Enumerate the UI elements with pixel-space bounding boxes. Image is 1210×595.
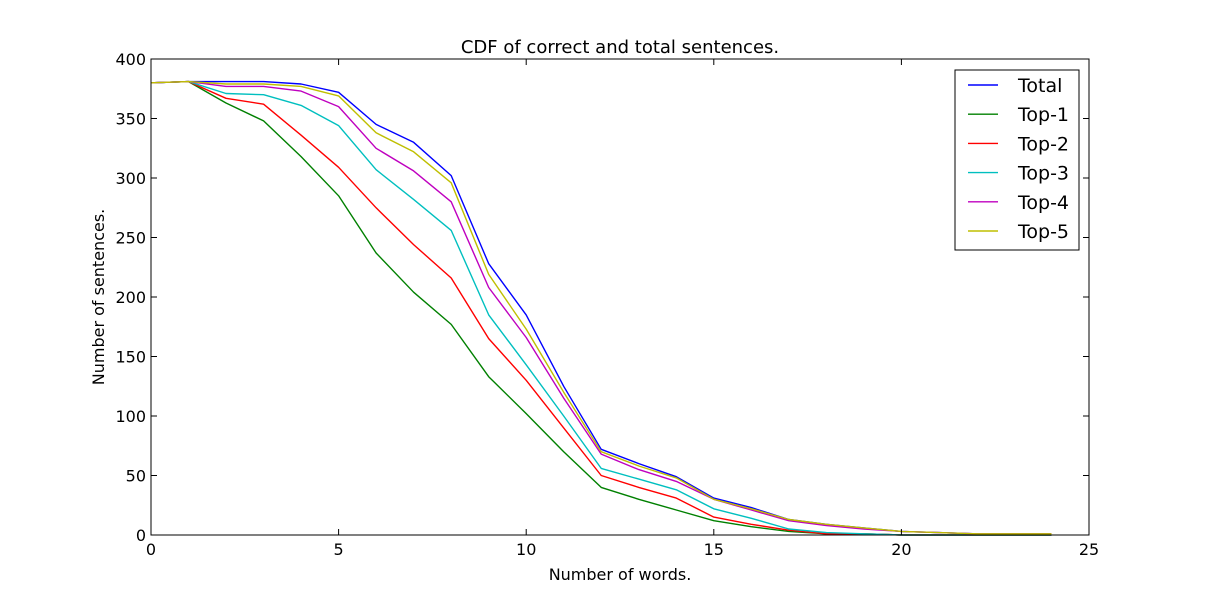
x-tick-label: 15 <box>704 540 724 559</box>
legend-label: Top-4 <box>1017 192 1069 214</box>
chart-title: CDF of correct and total sentences. <box>461 37 779 58</box>
y-tick-label: 200 <box>115 288 146 307</box>
x-tick-label: 20 <box>891 540 911 559</box>
x-tick-label: 10 <box>516 540 536 559</box>
x-axis: 0 5 10 15 20 25 <box>146 59 1099 559</box>
series-line-top-3 <box>150 80 1052 536</box>
legend: Total Top-1 Top-2 Top-3 Top-4 Top-5 <box>954 69 1080 251</box>
y-axis-title: Number of sentences. <box>89 209 108 386</box>
series-line-total <box>150 80 1052 535</box>
x-axis-title: Number of words. <box>549 565 692 584</box>
legend-label: Top-1 <box>1017 104 1069 126</box>
x-tick-label: 0 <box>146 540 156 559</box>
series-line-top-1 <box>150 80 1052 536</box>
y-tick-label: 150 <box>115 348 146 367</box>
legend-box <box>954 69 1080 251</box>
series-line-top-4 <box>150 80 1052 535</box>
y-tick-label: 400 <box>115 50 146 69</box>
x-tick-label: 5 <box>334 540 344 559</box>
y-tick-label: 0 <box>136 526 146 545</box>
y-tick-label: 250 <box>115 229 146 248</box>
x-tick-label: 25 <box>1079 540 1099 559</box>
y-tick-label: 50 <box>126 467 146 486</box>
series-line-top-2 <box>150 80 1052 536</box>
y-axis: 0 50 100 150 200 250 300 350 400 <box>115 50 1089 545</box>
plot-frame <box>150 58 1090 536</box>
y-tick-label: 300 <box>115 169 146 188</box>
plot-series <box>150 80 1052 536</box>
legend-label: Total <box>1017 75 1062 97</box>
legend-label: Top-5 <box>1017 221 1069 243</box>
series-line-top-5 <box>150 80 1052 535</box>
y-tick-label: 350 <box>115 110 146 129</box>
legend-label: Top-2 <box>1017 133 1069 155</box>
legend-label: Top-3 <box>1017 163 1069 185</box>
y-tick-label: 100 <box>115 407 146 426</box>
